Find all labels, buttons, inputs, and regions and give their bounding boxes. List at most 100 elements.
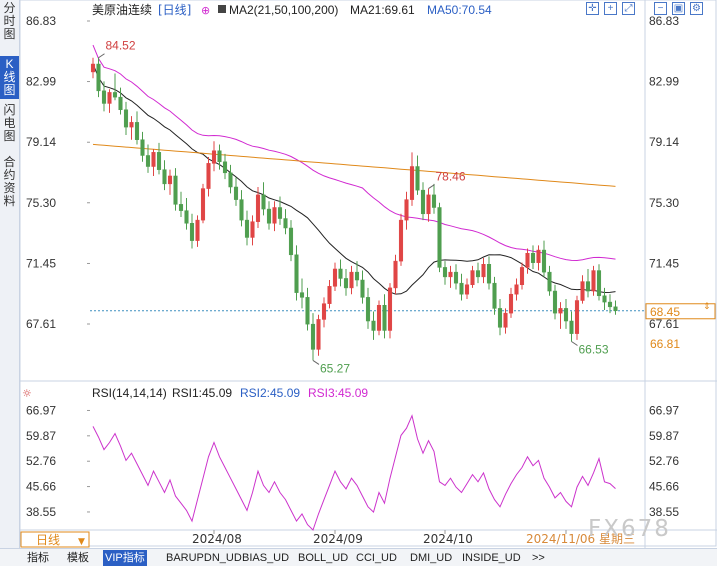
tab-more[interactable]: >> bbox=[532, 552, 545, 564]
candle-body bbox=[178, 204, 184, 211]
ma21-line bbox=[92, 63, 616, 295]
candle-body bbox=[404, 199, 409, 221]
y-tick-label-left: 71.45 bbox=[26, 256, 56, 270]
candle-body bbox=[464, 284, 470, 295]
candle-body bbox=[437, 207, 442, 268]
fit-icon[interactable]: ▣ bbox=[672, 2, 685, 15]
candle-body bbox=[107, 92, 112, 104]
expand-icon[interactable]: ⤢ bbox=[622, 2, 635, 15]
candle-body bbox=[376, 304, 382, 331]
rsi-tick-label-right: 45.66 bbox=[649, 480, 679, 494]
y-tick-label-left: 86.83 bbox=[26, 14, 56, 28]
tab-inside[interactable]: INSIDE_UD bbox=[462, 552, 521, 564]
rsi-tick-label-left: 52.76 bbox=[26, 454, 56, 468]
tab-flash[interactable]: 闪电图 bbox=[3, 103, 16, 143]
candle-body bbox=[200, 188, 206, 221]
candle-body bbox=[140, 139, 145, 156]
candle-body bbox=[420, 189, 426, 215]
candle-body bbox=[574, 300, 580, 334]
zoom-in-icon[interactable]: + bbox=[604, 2, 617, 15]
candle-body bbox=[316, 319, 321, 350]
tab-kline[interactable]: K线图 bbox=[0, 56, 19, 99]
candle-body bbox=[112, 92, 118, 98]
candle-body bbox=[162, 169, 167, 185]
candle-body bbox=[305, 297, 310, 325]
tab-cci[interactable]: CCI_UD bbox=[356, 552, 397, 564]
candle-body bbox=[206, 163, 211, 189]
candle-body bbox=[552, 290, 558, 314]
y-tick-label-left: 82.99 bbox=[26, 75, 56, 89]
candle-body bbox=[492, 282, 497, 309]
period-button[interactable] bbox=[20, 531, 90, 548]
candle-body bbox=[475, 270, 481, 278]
candle-body bbox=[486, 264, 492, 284]
candle-body bbox=[387, 287, 393, 331]
period-button-label: 日线 bbox=[36, 533, 60, 547]
rsi-tick-label-left: 59.87 bbox=[26, 429, 56, 443]
tab-templates[interactable]: 模板 bbox=[67, 552, 89, 564]
candle-body bbox=[332, 268, 338, 287]
candle-body bbox=[101, 90, 107, 104]
ma21-label: MA21:69.61 bbox=[350, 3, 415, 17]
candle-body bbox=[145, 155, 151, 167]
chart-frame bbox=[19, 0, 717, 547]
candle-body bbox=[508, 293, 514, 314]
tab-barupdn[interactable]: BARUPDN_UD bbox=[166, 552, 242, 564]
rsi2-label: RSI2:45.09 bbox=[240, 386, 300, 400]
candle-body bbox=[519, 267, 525, 286]
x-tick-label: 2024/10 bbox=[423, 532, 473, 546]
y-tick-label-right: 75.30 bbox=[649, 196, 679, 210]
watermark: FX678 bbox=[588, 516, 671, 542]
candle-body bbox=[151, 152, 156, 167]
y-tick-label-left: 67.61 bbox=[26, 317, 56, 331]
candle-body bbox=[453, 271, 459, 284]
y-tick-label-right: 79.14 bbox=[649, 135, 679, 149]
tab-boll[interactable]: BOLL_UD bbox=[298, 552, 349, 564]
tab-contract-info[interactable]: 合约资料 bbox=[3, 155, 16, 208]
candle-body bbox=[596, 270, 602, 297]
tab-vip-indicators[interactable]: VIP指标 bbox=[103, 550, 147, 566]
candle-body bbox=[272, 207, 277, 224]
candle-body bbox=[90, 63, 96, 73]
price-marker-icon: ⇕ bbox=[703, 302, 711, 312]
candle-body bbox=[195, 219, 200, 241]
current-price-box bbox=[645, 303, 716, 320]
rsi3-label: RSI3:45.09 bbox=[308, 386, 368, 400]
candle-body bbox=[321, 303, 327, 320]
period-label: [日线] bbox=[158, 3, 191, 17]
tab-dmi[interactable]: DMI_UD bbox=[410, 552, 453, 564]
tab-indicators[interactable]: 指标 bbox=[27, 552, 49, 564]
candle-body bbox=[415, 166, 420, 191]
candle-body bbox=[580, 281, 585, 301]
x-tick-label: 2024/11/06 星期三 bbox=[526, 532, 635, 546]
annotation-label: 84.52 bbox=[106, 39, 136, 53]
zoom-out-icon[interactable]: − bbox=[654, 2, 667, 15]
candle-body bbox=[613, 306, 618, 312]
tab-timeshare[interactable]: 分时图 bbox=[3, 1, 16, 41]
rsi-tick-label-right: 52.76 bbox=[649, 454, 679, 468]
y-tick-label-right: 82.99 bbox=[649, 75, 679, 89]
candle-body bbox=[173, 175, 178, 205]
annotation-leader bbox=[98, 53, 105, 59]
candle-body bbox=[189, 223, 195, 241]
crosshair-icon[interactable]: ✛ bbox=[586, 2, 599, 15]
candle-body bbox=[354, 271, 360, 281]
annotation-leader bbox=[571, 341, 578, 346]
candle-body bbox=[118, 96, 123, 111]
annotation-label: 66.53 bbox=[579, 343, 609, 357]
candle-body bbox=[123, 109, 129, 128]
annotation-label: 65.27 bbox=[320, 361, 350, 375]
settings-icon[interactable]: ⚙ bbox=[690, 2, 703, 15]
candle-body bbox=[525, 252, 530, 268]
tab-bias[interactable]: BIAS_UD bbox=[242, 552, 290, 564]
candle-body bbox=[184, 210, 189, 224]
candle-body bbox=[211, 150, 217, 164]
candle-body bbox=[371, 320, 376, 331]
ma100-line bbox=[92, 143, 616, 187]
candle-body bbox=[96, 63, 101, 92]
candle-body bbox=[349, 271, 354, 289]
secondary-price-label: 66.81 bbox=[650, 337, 680, 351]
candle-body bbox=[266, 208, 272, 224]
candle-body bbox=[222, 161, 228, 174]
candle-body bbox=[409, 166, 415, 200]
